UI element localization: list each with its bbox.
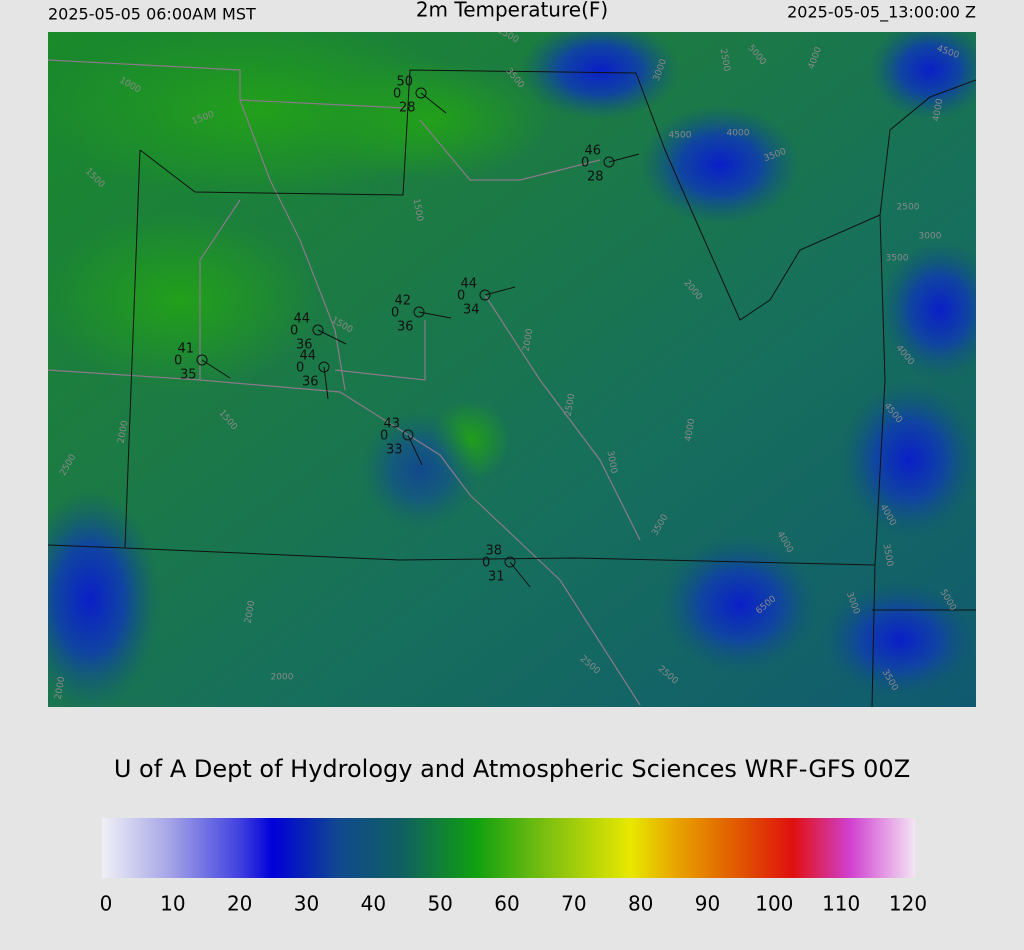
contour-label: 2000 <box>117 420 131 445</box>
colorbar <box>102 818 915 878</box>
colorbar-tick-label: 90 <box>695 892 720 916</box>
contour-label: 3500 <box>886 254 909 264</box>
colorbar-tick-label: 40 <box>361 892 386 916</box>
temperature: 42 <box>394 294 411 309</box>
contour-label: 2500 <box>564 393 578 418</box>
contour-label: 2500 <box>897 203 920 213</box>
map-title: 2m Temperature(F) <box>416 0 608 22</box>
temperature: 43 <box>383 417 400 432</box>
dewpoint: 34 <box>463 303 480 318</box>
credit: U of A Dept of Hydrology and Atmospheric… <box>114 755 910 783</box>
station <box>479 289 491 301</box>
station <box>603 156 615 168</box>
temperature: 41 <box>177 342 194 357</box>
contour-label: 2000 <box>522 328 536 353</box>
contour-label: 2000 <box>271 673 294 683</box>
colorbar-tick-label: 100 <box>755 892 793 916</box>
temperature: 50 <box>396 75 413 90</box>
contour-label: 2000 <box>54 676 68 701</box>
contour-label: 4000 <box>727 129 750 139</box>
dewpoint: 36 <box>296 338 313 353</box>
dewpoint: 35 <box>180 368 197 383</box>
pressure: 0 <box>296 361 304 376</box>
contour-label: 4000 <box>684 418 698 443</box>
colorbar-tick-label: 110 <box>822 892 860 916</box>
station <box>413 306 425 318</box>
valid-time-utc: 2025-05-05_13:00:00 Z <box>787 3 976 23</box>
station <box>402 429 414 441</box>
pressure: 0 <box>290 324 298 339</box>
pressure: 0 <box>174 354 182 369</box>
station <box>504 556 516 568</box>
colorbar-tick-label: 30 <box>294 892 319 916</box>
temperature: 44 <box>293 312 310 327</box>
pressure: 0 <box>581 156 589 171</box>
colorbar-tick-label: 50 <box>427 892 452 916</box>
dewpoint: 33 <box>386 443 403 458</box>
colorbar-tick-label: 20 <box>227 892 252 916</box>
map: 1000150015001500150015002000250020002000… <box>48 32 976 707</box>
contour-label: 4000 <box>932 98 946 123</box>
colorbar-tick-label: 80 <box>628 892 653 916</box>
temperature: 44 <box>460 277 477 292</box>
contour-label: 3000 <box>605 450 619 475</box>
station <box>415 87 427 99</box>
colorbar-tick-label: 70 <box>561 892 586 916</box>
contour-label: 1500 <box>411 198 425 223</box>
pressure: 0 <box>457 289 465 304</box>
temperature: 46 <box>584 144 601 159</box>
valid-time-local: 2025-05-05 06:00AM MST <box>48 5 256 24</box>
colorbar-tick-label: 10 <box>160 892 185 916</box>
dewpoint: 28 <box>587 170 604 185</box>
contour-label: 2500 <box>718 48 732 73</box>
colorbar-tick-label: 0 <box>100 892 113 916</box>
station <box>196 354 208 366</box>
temperature: 38 <box>485 544 502 559</box>
dewpoint: 31 <box>488 570 505 585</box>
colorbar-tick-label: 60 <box>494 892 519 916</box>
contour-label: 3500 <box>881 543 895 568</box>
dewpoint: 36 <box>397 320 414 335</box>
wind-barb <box>407 434 423 466</box>
station <box>312 324 324 336</box>
contour-label: 2000 <box>244 600 258 625</box>
contour-label: 4500 <box>669 131 692 141</box>
pressure: 0 <box>391 306 399 321</box>
contour-label: 3000 <box>919 232 942 242</box>
colorbar-tick-label: 120 <box>889 892 927 916</box>
dewpoint: 28 <box>399 101 416 116</box>
wind-barb <box>201 359 231 379</box>
pressure: 0 <box>482 556 490 571</box>
station <box>318 361 330 373</box>
temperature: 44 <box>299 349 316 364</box>
dewpoint: 36 <box>302 375 319 390</box>
pressure: 0 <box>393 87 401 102</box>
pressure: 0 <box>380 429 388 444</box>
